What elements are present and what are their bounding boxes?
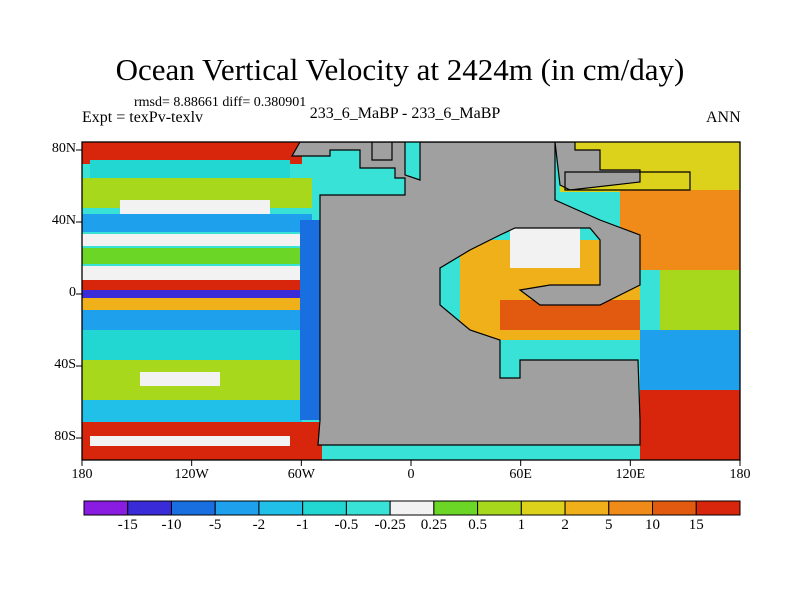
colorbar-swatch	[302, 500, 347, 516]
stats-line: rmsd= 8.88661 diff= 0.380901	[134, 95, 307, 110]
colorbar-swatch	[389, 500, 435, 516]
colorbar-swatch	[170, 500, 216, 516]
lon-tick-label: 120E	[615, 467, 646, 482]
field-band	[140, 372, 220, 386]
season-label: ANN	[706, 109, 741, 126]
colorbar-swatch	[520, 500, 566, 516]
lon-tick-label: 60E	[509, 467, 532, 482]
lon-tick-label: 0	[407, 467, 415, 482]
coastline	[371, 142, 393, 161]
field-band	[640, 330, 740, 390]
lat-tick-label: 80N	[51, 141, 76, 156]
colorbar-level-label: 5	[605, 517, 613, 533]
colorbar-swatch	[83, 500, 129, 516]
colorbar-level-label: 10	[645, 517, 661, 533]
experiment-label: Expt = texPv-texlv	[82, 109, 204, 126]
field-band	[82, 310, 312, 330]
colorbar-level-label: -5	[208, 517, 222, 533]
colorbar-swatch	[433, 500, 479, 516]
colorbar-level-label: 0.5	[468, 517, 487, 533]
axis-tick-marks	[76, 149, 741, 466]
colorbar-swatch	[477, 500, 522, 516]
colorbar-swatch	[127, 500, 172, 516]
colorbar-level-label: 15	[688, 517, 704, 533]
colorbar-level-label: -1	[296, 517, 309, 533]
field-band	[510, 228, 580, 268]
colorbar-swatch	[258, 500, 304, 516]
arctic-coastline	[564, 171, 691, 191]
field-band-southern	[90, 436, 290, 446]
lon-tick-label: 180	[71, 467, 93, 482]
colorbar-level-label: 2	[561, 517, 569, 533]
colorbar-level-label: -15	[117, 517, 138, 533]
field-band	[82, 234, 302, 246]
lat-tick-label: 80S	[54, 429, 76, 444]
colorbar-level-label: -0.25	[374, 517, 406, 533]
field-band	[82, 266, 312, 280]
field-band-equator	[82, 280, 312, 290]
field-band	[82, 214, 312, 232]
case-label: 233_6_MaBP - 233_6_MaBP	[309, 105, 501, 122]
lon-tick-label: 180	[729, 467, 751, 482]
colorbar-swatch	[608, 500, 654, 516]
field-band	[90, 160, 290, 180]
colorbar-swatch	[345, 500, 391, 516]
field-band-equator	[82, 290, 312, 298]
supercontinent	[290, 142, 641, 446]
colorbar-swatch	[695, 500, 741, 516]
colorbar-swatch	[564, 500, 610, 516]
field-band	[640, 390, 740, 460]
colorbar	[83, 500, 741, 516]
field-band	[82, 330, 302, 360]
colorbar-level-label: -10	[161, 517, 182, 533]
colorbar-swatch	[214, 500, 260, 516]
colorbar-level-label: 1	[517, 517, 526, 533]
field-band	[82, 248, 302, 264]
field-band-arctic-pacific	[82, 142, 302, 164]
colorbar-level-label: -2	[252, 517, 266, 533]
map-plot-area	[82, 142, 740, 460]
lon-tick-label: 120W	[174, 467, 209, 482]
colorbar-swatch	[652, 500, 697, 516]
chart-title: Ocean Vertical Velocity at 2424m (in cm/…	[115, 52, 685, 87]
field-band	[660, 270, 740, 330]
field-band	[82, 298, 312, 310]
lat-tick-label: 40S	[54, 357, 76, 372]
land-masses	[290, 142, 691, 446]
lon-tick-label: 60W	[287, 467, 315, 482]
lat-tick-label: 0	[69, 285, 76, 300]
field-band	[120, 200, 270, 214]
colorbar-level-label: 0.25	[420, 517, 447, 533]
field-band	[82, 400, 302, 422]
lat-tick-label: 40N	[51, 213, 76, 228]
colorbar-level-label: -0.5	[334, 517, 359, 533]
